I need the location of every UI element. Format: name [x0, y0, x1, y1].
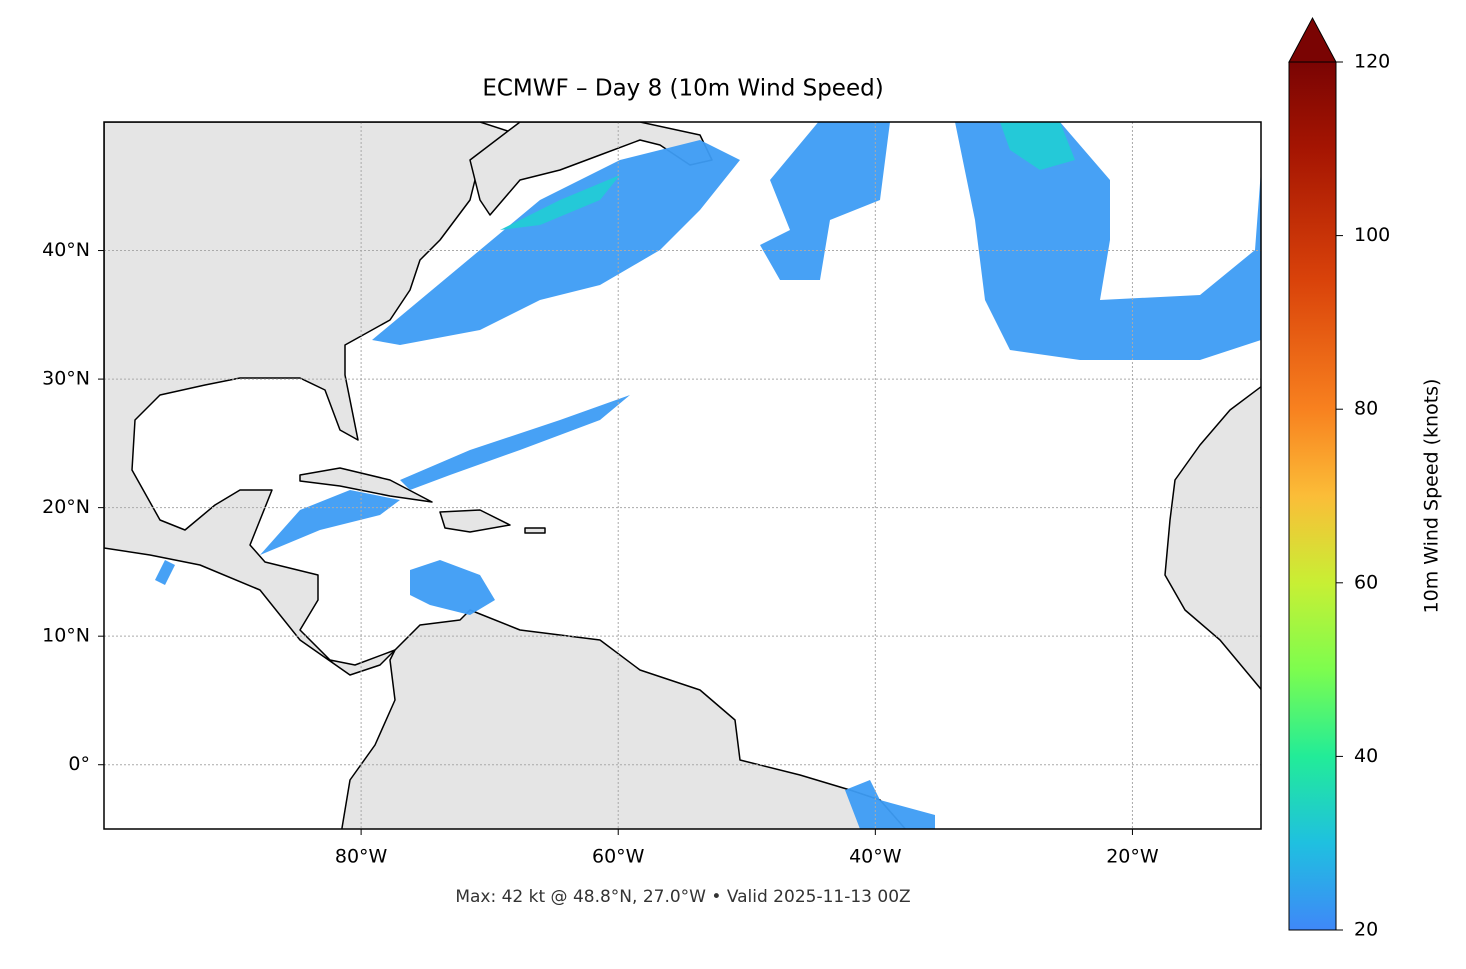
cuba: [299, 467, 433, 503]
wind-area: [410, 560, 495, 615]
y-tick-label: 20°N: [42, 496, 90, 518]
colorbar-tick-label: 40: [1354, 745, 1378, 767]
title: ECMWF – Day 8 (10m Wind Speed): [482, 76, 883, 102]
wind-field: [155, 122, 1261, 829]
map-frame: [103, 121, 1262, 830]
footer: Max: 42 kt @ 48.8°N, 27.0°W • Valid 2025…: [455, 887, 910, 907]
colorbar-tick-label: 60: [1354, 571, 1378, 593]
colorbar-tick-label: 100: [1354, 224, 1390, 246]
north-america: [104, 122, 521, 676]
graticule: [104, 122, 1261, 829]
x-tick-label: 80°W: [335, 846, 388, 868]
wind-area: [760, 122, 890, 280]
x-tick-label: 60°W: [592, 846, 645, 868]
puerto-rico: [524, 527, 546, 534]
y-tick-label: 30°N: [42, 368, 90, 390]
y-tick-label: 0°: [68, 753, 90, 775]
colorbar-tick-label: 20: [1354, 919, 1378, 941]
wind-area: [155, 560, 175, 585]
wind-area: [500, 175, 620, 230]
x-tick-label: 20°W: [1106, 846, 1159, 868]
map: [104, 122, 1261, 829]
wind-area: [1000, 122, 1075, 170]
colorbar: [1288, 61, 1337, 931]
colorbar-extend: [1288, 16, 1337, 63]
wind-area: [955, 122, 1261, 360]
wind-area: [372, 140, 740, 345]
colorbar-tick-label: 80: [1354, 398, 1378, 420]
colorbar-label: 10m Wind Speed (knots): [1421, 379, 1443, 614]
hispaniola: [439, 509, 511, 533]
wind-area: [845, 780, 935, 829]
canada-maritimes: [469, 122, 713, 216]
africa: [1164, 385, 1261, 691]
colorbar-tick-label: 120: [1354, 51, 1390, 73]
x-tick-label: 40°W: [849, 846, 902, 868]
south-america: [341, 609, 907, 829]
wind-area: [400, 395, 630, 490]
y-tick-label: 40°N: [42, 239, 90, 261]
wind-area: [260, 490, 400, 555]
y-tick-label: 10°N: [42, 625, 90, 647]
axes: 80°W 60°W 40°W 20°W 0° 10°N 20°N 30°N 40°N: [42, 239, 1159, 867]
